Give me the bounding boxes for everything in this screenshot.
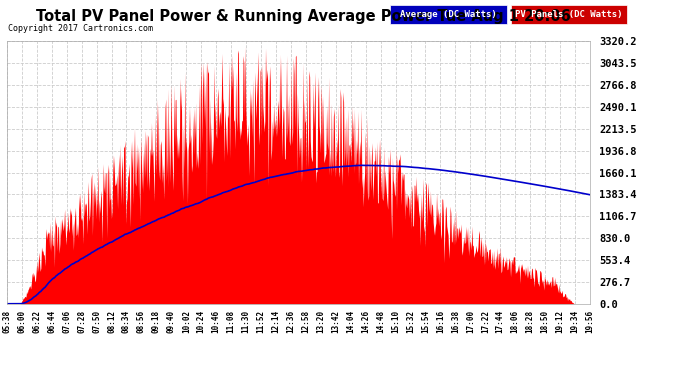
Text: Average (DC Watts): Average (DC Watts) (400, 10, 497, 19)
Text: PV Panels (DC Watts): PV Panels (DC Watts) (515, 10, 622, 19)
Text: Copyright 2017 Cartronics.com: Copyright 2017 Cartronics.com (8, 24, 153, 33)
Text: Total PV Panel Power & Running Average Power Tue Aug 1 20:06: Total PV Panel Power & Running Average P… (37, 9, 571, 24)
